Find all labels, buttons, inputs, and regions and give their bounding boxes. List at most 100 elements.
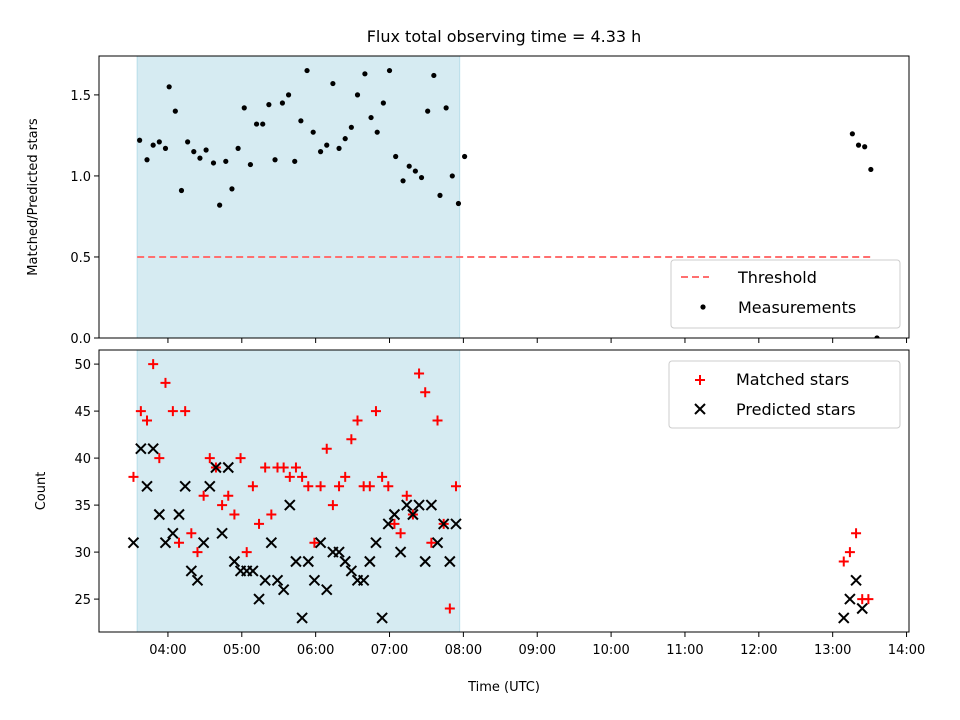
- matched-star-point: [135, 406, 146, 417]
- matched-star-point: [346, 434, 357, 445]
- matched-star-point: [229, 509, 240, 520]
- predicted-star-point: [388, 508, 401, 521]
- measurement-point: [406, 163, 412, 169]
- predicted-star-point: [838, 612, 850, 624]
- predicted-star-point: [431, 536, 444, 549]
- matched-star-point: [217, 500, 228, 511]
- axes-frame: [98, 349, 910, 633]
- measurement-point: [431, 72, 437, 79]
- y-tick-label: 1.5: [70, 89, 91, 104]
- measurement-point: [172, 108, 178, 114]
- y-tick-label: 35: [74, 499, 91, 514]
- measurement-point: [855, 142, 862, 148]
- predicted-star-point: [191, 574, 204, 587]
- y-tick-label: 0.0: [70, 332, 91, 347]
- predicted-star-point: [271, 574, 284, 587]
- matched-star-point: [383, 481, 394, 492]
- matched-star-point: [303, 481, 314, 492]
- measurement-point: [210, 160, 217, 166]
- y-axis-label: Matched/Predicted stars: [26, 118, 41, 276]
- matched-star-point: [851, 528, 862, 539]
- matched-star-point: [389, 518, 400, 529]
- predicted-star-point: [296, 612, 308, 624]
- measurement-point: [418, 174, 425, 181]
- predicted-star-point: [179, 480, 191, 493]
- predicted-star-point: [284, 499, 296, 511]
- matched-star-point: [297, 471, 308, 482]
- measurement-point: [449, 173, 455, 179]
- legend-label: Threshold: [737, 268, 817, 287]
- y-tick-label: 40: [74, 452, 91, 467]
- matched-star-point: [450, 481, 461, 492]
- measurement-point: [874, 335, 880, 338]
- predicted-star-point: [185, 565, 198, 577]
- predicted-star-point: [302, 555, 314, 568]
- chart-title: Flux total observing time = 4.33 h: [367, 27, 642, 46]
- measurement-point: [400, 178, 406, 184]
- predicted-star-point: [141, 480, 153, 493]
- matched-star-point: [370, 406, 381, 417]
- matched-star-point: [401, 490, 412, 501]
- predicted-star-point: [222, 461, 234, 474]
- matched-star-point: [309, 537, 320, 548]
- legend-label: Predicted stars: [736, 400, 856, 419]
- measurement-point: [354, 92, 361, 98]
- measurement-point: [203, 147, 209, 153]
- legend-measurement-swatch: [700, 304, 706, 310]
- matched-star-point: [186, 528, 197, 539]
- top-panel: 0.0 0.5 1.0 1.5 Matched/Predicted stars Thres…: [26, 55, 910, 347]
- measurement-point: [285, 92, 292, 98]
- predicted-star-point: [419, 555, 431, 568]
- measurement-point: [223, 158, 229, 164]
- measurement-point: [178, 187, 185, 194]
- predicted-star-point: [314, 536, 327, 549]
- plot-area: [137, 67, 880, 338]
- matched-star-point: [290, 462, 301, 473]
- measurement-point: [229, 186, 235, 192]
- matched-star-point: [154, 453, 165, 464]
- predicted-star-point: [376, 612, 388, 624]
- bottom-panel: 25 30 35 40 45 50 04:00 05:00 06:00 07:00 08:00 09:…: [34, 349, 925, 658]
- predicted-star-point: [333, 546, 345, 558]
- measurement-point: [342, 136, 348, 142]
- matched-star-point: [148, 359, 159, 370]
- predicted-star-point: [370, 536, 382, 549]
- matched-star-point: [278, 462, 289, 473]
- predicted-star-point: [425, 499, 438, 511]
- measurement-point: [348, 124, 354, 130]
- predicted-star-point: [401, 499, 413, 511]
- measurement-point: [144, 157, 150, 163]
- measurement-point: [324, 142, 330, 148]
- x-tick-label: 13:00: [814, 643, 851, 658]
- measurement-point: [298, 118, 304, 124]
- predicted-star-point: [127, 536, 140, 549]
- measurement-point: [362, 71, 368, 77]
- matched-star-point: [223, 490, 234, 501]
- legend: Threshold Measurements: [670, 259, 901, 329]
- matched-star-point: [340, 471, 351, 482]
- predicted-star-point: [844, 593, 856, 605]
- matched-star-point: [863, 594, 874, 605]
- legend-box: [670, 259, 901, 329]
- measurement-point: [386, 67, 393, 74]
- matched-star-point: [254, 518, 265, 529]
- x-tick-label: 12:00: [740, 643, 777, 658]
- matched-star-point: [327, 500, 338, 511]
- observing-interval-shade: [136, 55, 461, 339]
- matched-star-point: [352, 415, 363, 426]
- matched-star-point: [284, 471, 295, 482]
- measurement-point: [266, 102, 272, 108]
- x-tick-label: 10:00: [592, 643, 629, 658]
- predicted-star-point: [364, 555, 376, 568]
- matched-star-point: [167, 406, 178, 417]
- predicted-star-point: [228, 555, 241, 568]
- predicted-star-point: [308, 574, 321, 587]
- measurement-point: [443, 105, 449, 111]
- measurement-point: [253, 121, 260, 127]
- y-tick-label: 45: [74, 405, 91, 420]
- predicted-star-point: [450, 518, 462, 530]
- matched-star-point: [426, 537, 437, 548]
- measurement-point: [292, 158, 298, 164]
- x-tick-label: 06:00: [297, 643, 334, 658]
- x-tick-label: 04:00: [149, 643, 186, 658]
